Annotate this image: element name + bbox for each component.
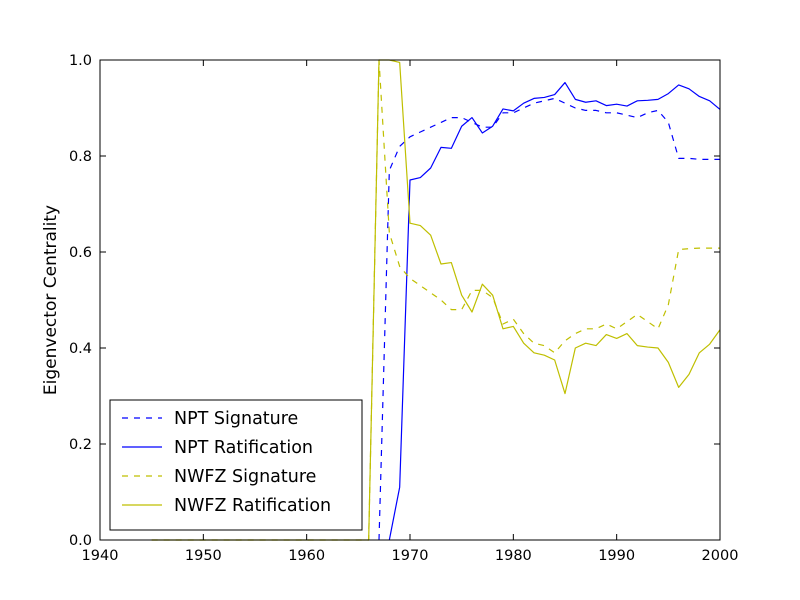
legend-label-nwfz-signature: NWFZ Signature <box>174 467 316 487</box>
y-tick-label: 0.2 <box>69 437 92 453</box>
legend: NPT Signature NPT Ratification NWFZ Signat… <box>109 399 363 531</box>
axis-ticks: 1940 1950 1960 1970 1980 1990 2000 0.0 0.2 0.4 0.6… <box>69 53 739 564</box>
x-tick-label: 1950 <box>185 548 222 564</box>
x-tick-label: 1990 <box>598 548 635 564</box>
y-tick-label: 0.0 <box>69 533 92 549</box>
legend-label-nwfz-ratification: NWFZ Ratification <box>174 496 331 516</box>
y-tick-label: 0.8 <box>69 149 92 165</box>
x-tick-label: 2000 <box>702 548 739 564</box>
y-tick-label: 0.6 <box>69 245 92 261</box>
legend-label-npt-ratification: NPT Ratification <box>174 438 313 458</box>
legend-box <box>109 399 363 531</box>
series-line-npt-ratification <box>388 81 721 541</box>
y-axis-label: Eigenvector Centrality <box>41 205 61 395</box>
series-line-nwfz-signature <box>151 59 720 541</box>
series-layer <box>151 59 721 541</box>
legend-label-npt-signature: NPT Signature <box>174 409 298 429</box>
x-tick-label: 1960 <box>288 548 325 564</box>
y-tick-label: 0.4 <box>69 341 92 357</box>
x-tick-label: 1940 <box>82 548 119 564</box>
y-tick-label: 1.0 <box>69 53 92 69</box>
series-line-nwfz-ratification <box>151 59 721 541</box>
x-tick-label: 1970 <box>392 548 429 564</box>
series-line-npt-signature <box>378 97 720 541</box>
x-tick-label: 1980 <box>495 548 532 564</box>
